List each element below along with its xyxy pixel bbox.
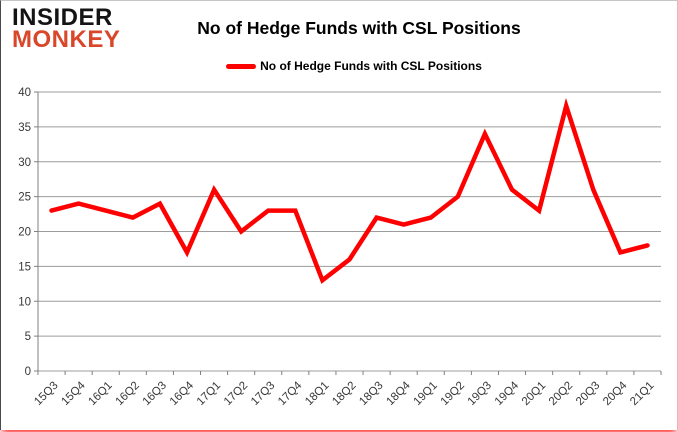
chart-legend: No of Hedge Funds with CSL Positions	[31, 59, 677, 73]
y-axis-label: 5	[25, 331, 31, 343]
x-axis-label: 15Q4	[59, 379, 88, 408]
x-axis-label: 20Q1	[520, 380, 548, 408]
x-axis-label: 16Q4	[168, 379, 197, 408]
x-axis-label: 19Q4	[493, 379, 522, 408]
insider-monkey-logo: INSIDER MONKEY	[12, 4, 121, 54]
x-axis-label: 17Q1	[195, 380, 223, 408]
x-axis-label: 19Q1	[411, 380, 439, 408]
x-axis-label: 15Q3	[32, 380, 60, 408]
series-line-hedge-funds	[49, 97, 650, 284]
x-axis-label: 17Q2	[222, 380, 250, 408]
x-axis-label: 16Q1	[86, 380, 114, 408]
x-axis-label: 18Q4	[384, 379, 413, 408]
logo-line-monkey: MONKEY	[12, 26, 121, 54]
y-axis-label: 15	[18, 261, 31, 273]
x-axis-label: 16Q3	[141, 380, 169, 408]
x-axis-label: 18Q2	[330, 380, 358, 408]
y-axis-label: 0	[25, 366, 31, 378]
x-axis-label: 21Q1	[628, 380, 656, 408]
x-axis-label: 16Q2	[114, 380, 142, 408]
x-axis-label: 19Q3	[466, 380, 494, 408]
x-axis-label: 17Q4	[276, 379, 305, 408]
x-axis-label: 18Q3	[357, 380, 385, 408]
y-axis-label: 10	[18, 296, 31, 308]
x-axis-label: 20Q2	[547, 380, 575, 408]
y-axis-label: 40	[18, 87, 31, 99]
legend-label: No of Hedge Funds with CSL Positions	[260, 59, 482, 73]
x-axis-label: 20Q4	[601, 379, 630, 408]
y-axis-label: 35	[18, 122, 31, 134]
y-axis-label: 25	[18, 192, 31, 204]
chart-title: No of Hedge Funds with CSL Positions	[197, 18, 521, 38]
x-axis-label: 19Q2	[439, 380, 467, 408]
x-axis-label: 18Q1	[303, 380, 331, 408]
legend-line-swatch	[226, 63, 257, 69]
y-axis-label: 30	[18, 157, 31, 169]
logo-line-insider: INSIDER	[12, 4, 113, 31]
x-axis-label: 17Q3	[249, 380, 277, 408]
x-axis-label: 20Q3	[574, 380, 602, 408]
y-axis-label: 20	[18, 227, 31, 239]
